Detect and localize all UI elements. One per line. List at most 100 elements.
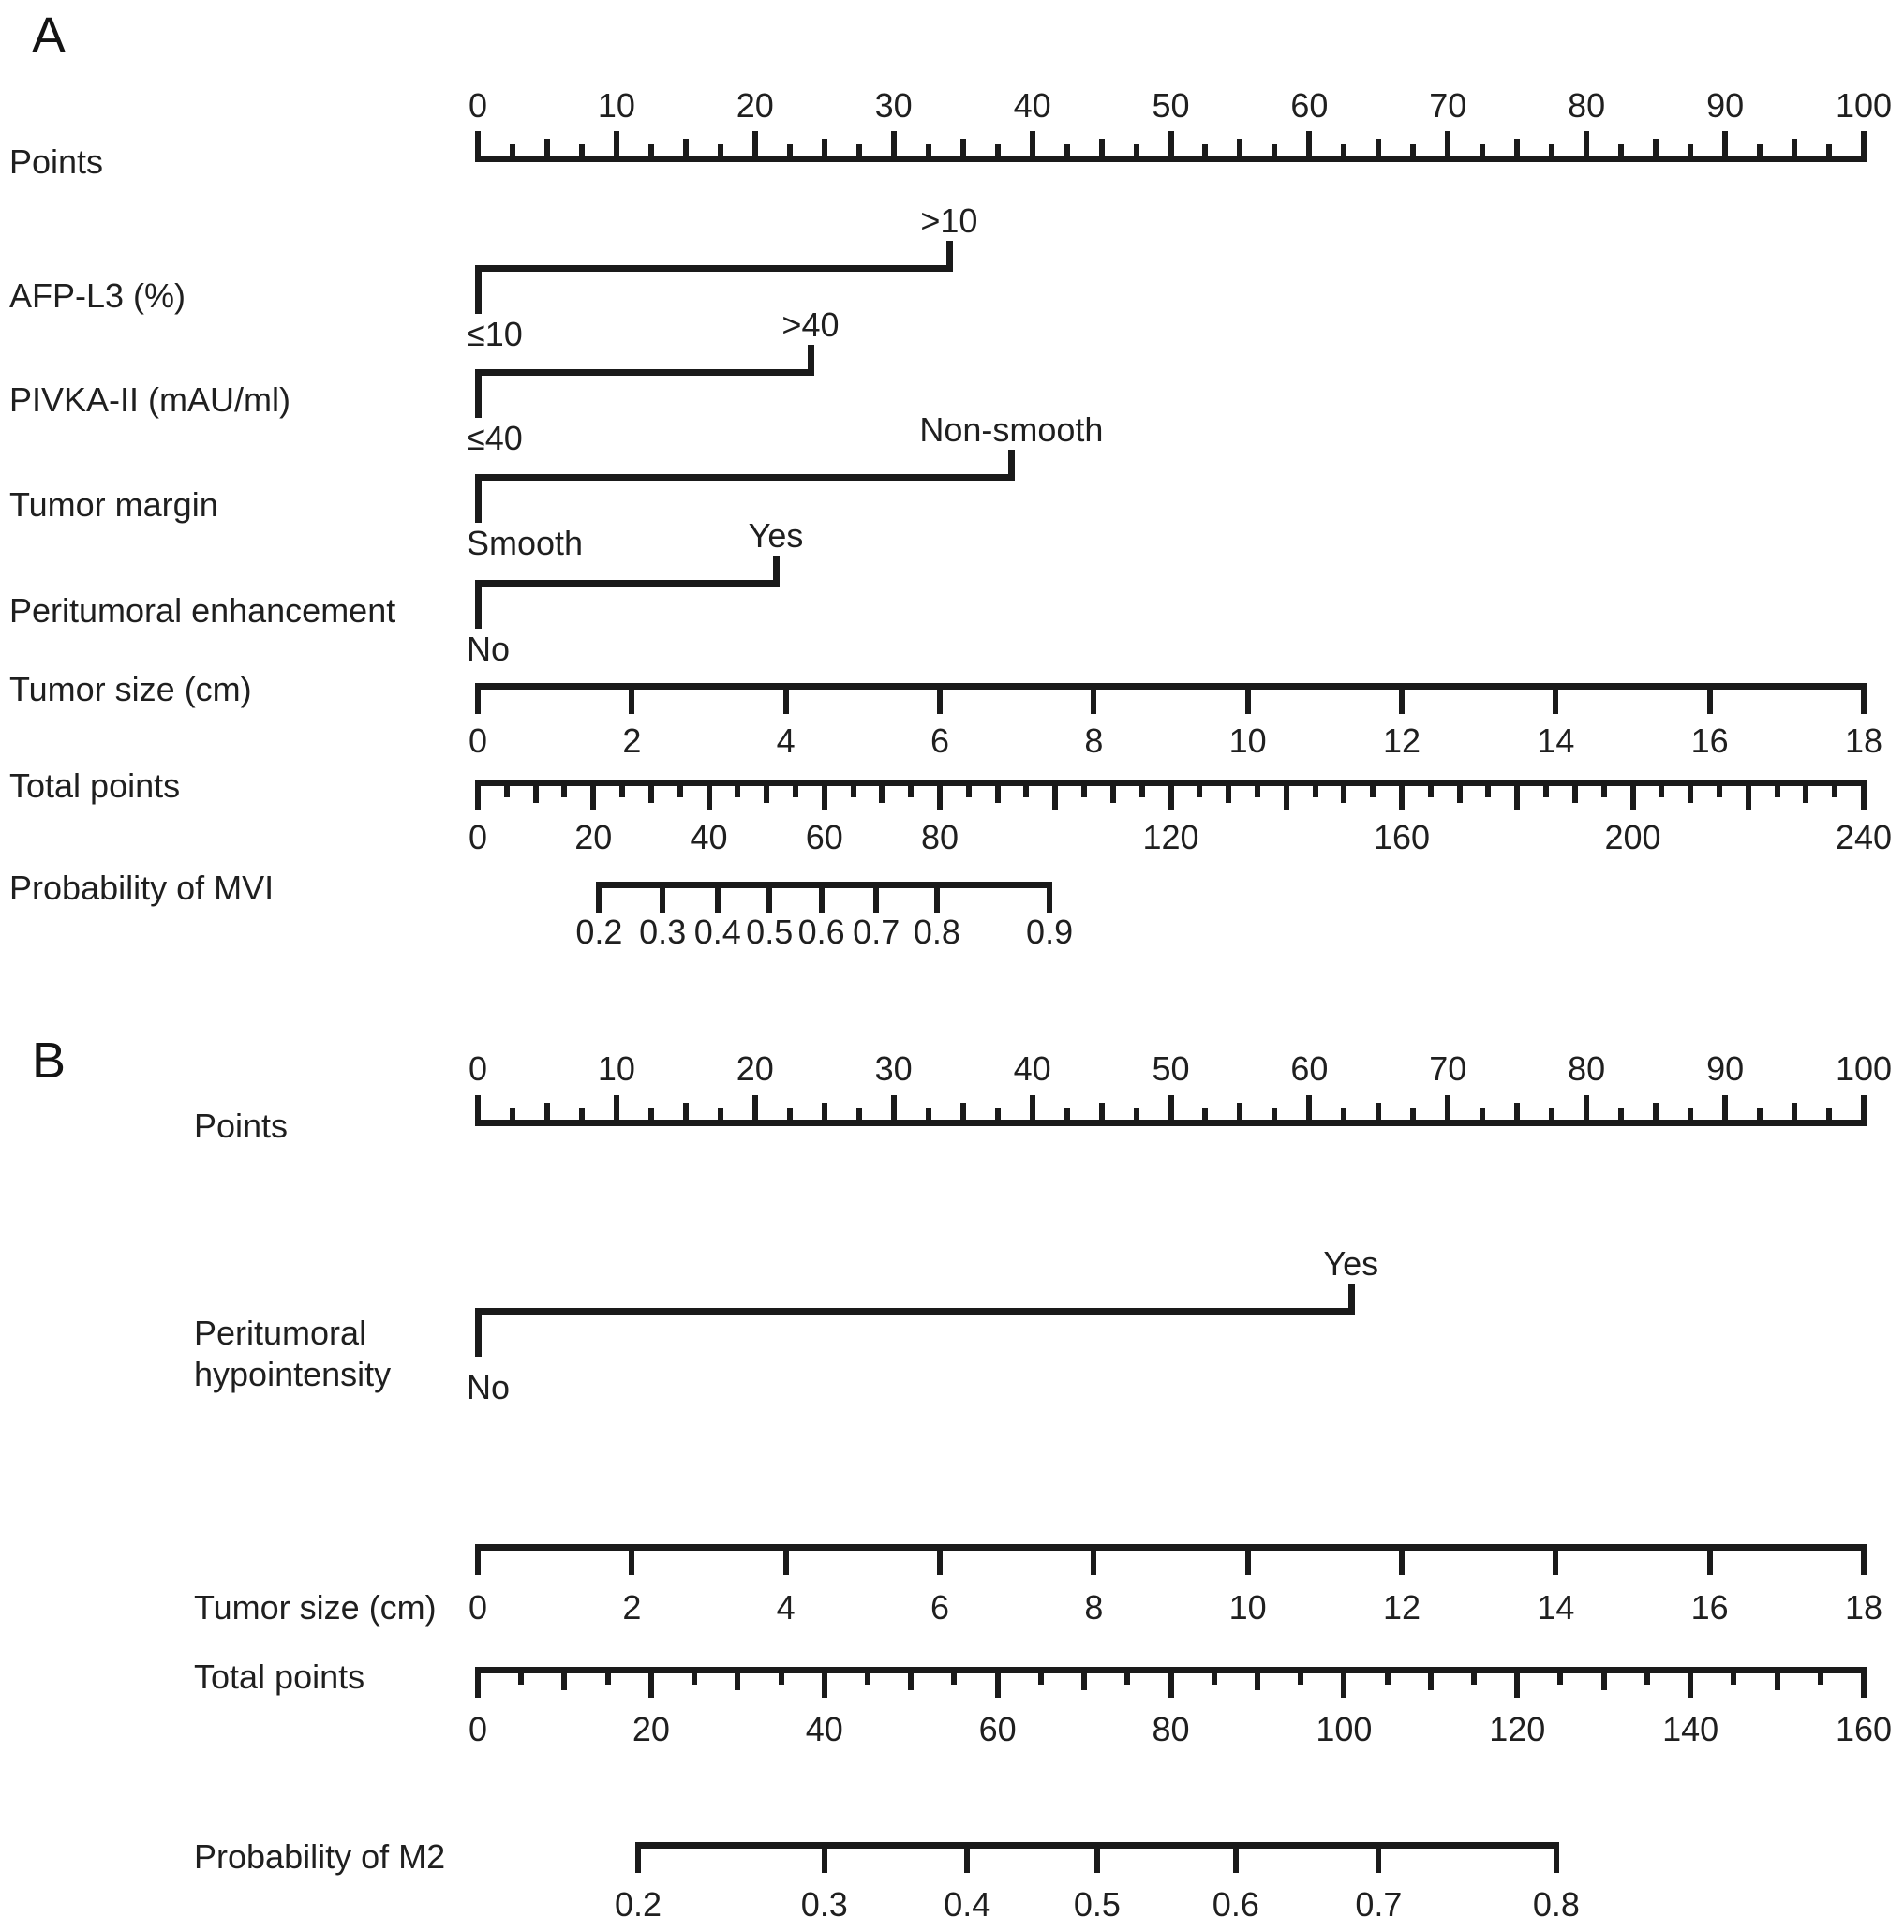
row-label: AFP-L3 (%) [9,276,186,315]
row-label: Probability of M2 [194,1837,446,1876]
tick [629,690,635,714]
tick [509,144,515,156]
tick-label: 20 [736,86,774,125]
tick [766,888,773,913]
tick [1098,1103,1105,1120]
tick-label: 0.8 [1532,1885,1580,1924]
tick [613,1095,619,1120]
tick [1731,1673,1737,1685]
tick-label: 0 [468,86,488,125]
low-end-tick [475,580,482,629]
tick [1757,144,1763,156]
tick [786,1108,793,1120]
tick-label: 80 [1152,1710,1190,1748]
tick-label: 14 [1537,721,1575,760]
tick [965,786,972,797]
tick [619,786,626,797]
axis-line [475,156,1867,162]
tick [475,1095,481,1120]
low-end-tick [475,1308,482,1357]
tick-label: 16 [1690,721,1729,760]
tick-label: 80 [920,818,959,856]
tick [751,131,758,156]
tick [647,144,654,156]
tick [1817,1673,1823,1685]
tick [596,888,602,913]
tick [937,1551,943,1575]
tick-label: 0.6 [797,913,845,951]
category-low-label: ≤40 [467,419,523,457]
tick [959,1103,966,1120]
high-end-tick [1347,1284,1355,1315]
tick [1706,1551,1713,1575]
tick-label: 12 [1382,1588,1421,1627]
tick-label: 0.7 [1355,1885,1403,1924]
tick [1399,690,1405,714]
tick [1023,786,1030,797]
tick [821,1849,827,1873]
tick-label: 60 [1290,86,1329,125]
tick [1774,1673,1780,1690]
row-label: Points [9,142,104,181]
tick [543,139,550,156]
tick-label: 160 [1835,1710,1893,1748]
tick [1376,139,1382,156]
tick [1133,1108,1139,1120]
tick [959,139,966,156]
tick [1553,1849,1559,1873]
tick-label: 70 [1429,86,1467,125]
tick [1861,131,1867,156]
tick [994,144,1001,156]
tick [1445,1095,1451,1120]
tick [1410,144,1417,156]
tick [1861,1095,1867,1120]
tick-label: 0 [468,1049,488,1088]
tick [1064,1108,1070,1120]
category-high-label: >10 [920,201,978,240]
row-label: PIVKA-II (mAU/ml) [9,380,291,419]
axis-line [475,474,1015,481]
tick [1688,1108,1694,1120]
tick [1706,690,1713,714]
tick [677,786,683,797]
category-low-label: Smooth [467,524,584,562]
tick [1370,786,1376,797]
tick [1480,1108,1486,1120]
tick [1571,786,1578,803]
tick [1306,131,1313,156]
tick-label: 20 [574,818,613,856]
tick-label: 6 [930,1588,950,1627]
low-end-tick [475,474,482,523]
tick-label: 0.2 [614,1885,662,1924]
tick [1298,1673,1304,1685]
tick-label: 0.6 [1212,1885,1259,1924]
row-label: Total points [9,766,181,805]
tick [850,786,856,797]
tick-label: 160 [1373,818,1431,856]
tick-label: 90 [1706,86,1745,125]
tick [1774,786,1780,797]
tick [1124,1673,1131,1685]
tick [1514,139,1521,156]
low-end-tick [475,369,482,418]
tick [1312,786,1318,797]
tick [578,1108,585,1120]
low-end-tick [475,265,482,314]
category-high-label: Yes [1323,1244,1379,1283]
tick-label: 8 [1084,1588,1104,1627]
high-end-tick [807,345,814,376]
axis-line [635,1842,1559,1849]
tick [786,144,793,156]
tick-label: 140 [1662,1710,1719,1748]
tick-label: 200 [1604,818,1661,856]
tick [821,139,827,156]
tick [1168,1095,1174,1120]
tick-label: 0.8 [913,913,960,951]
tick [1722,131,1729,156]
tick [937,690,943,714]
tick-label: 10 [1228,1588,1267,1627]
tick [1618,144,1625,156]
tick [782,690,789,714]
panel-a-label: A [32,7,67,64]
